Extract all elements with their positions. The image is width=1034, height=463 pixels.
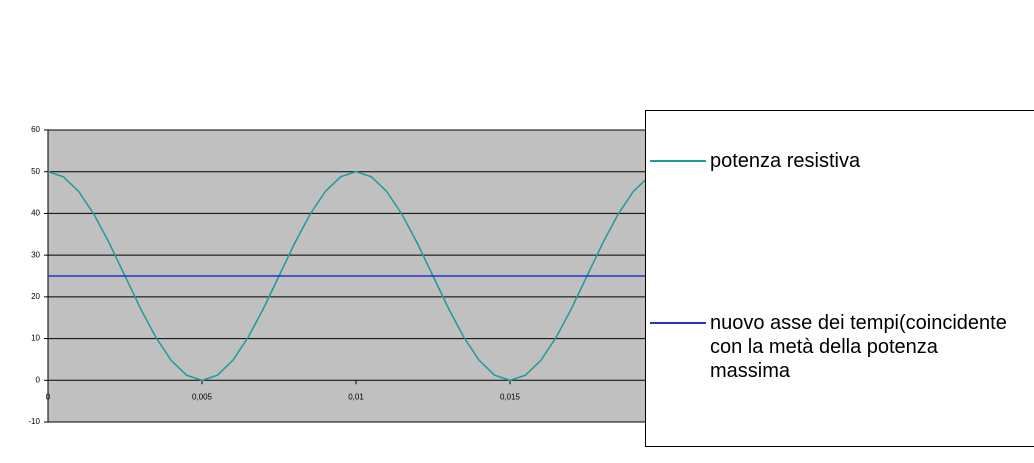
x-tick-label: 0,01 xyxy=(348,392,364,401)
x-tick-label: 0,015 xyxy=(500,392,521,401)
legend-label: nuovo asse dei tempi(coincidente con la … xyxy=(710,312,1007,382)
y-tick-label: 20 xyxy=(31,292,40,301)
y-tick-label: 0 xyxy=(36,375,41,384)
x-tick-label: 0 xyxy=(46,392,51,401)
legend-label: potenza resistiva xyxy=(710,150,861,172)
x-tick-label: 0,005 xyxy=(192,392,213,401)
legend-item: nuovo asse dei tempi(coincidente con la … xyxy=(650,311,1010,383)
y-tick-label: 30 xyxy=(31,250,40,259)
series-line xyxy=(47,170,665,382)
y-tick-label: -10 xyxy=(28,417,40,426)
legend-swatch xyxy=(650,322,706,324)
legend-swatch xyxy=(650,160,706,162)
legend: potenza resistiva nuovo asse dei tempi(co… xyxy=(645,110,1034,447)
legend-item: potenza resistiva xyxy=(650,149,1010,173)
y-tick-label: 60 xyxy=(31,125,40,134)
y-tick-label: 40 xyxy=(31,209,40,218)
y-tick-label: 10 xyxy=(31,334,40,343)
y-tick-label: 50 xyxy=(31,167,40,176)
